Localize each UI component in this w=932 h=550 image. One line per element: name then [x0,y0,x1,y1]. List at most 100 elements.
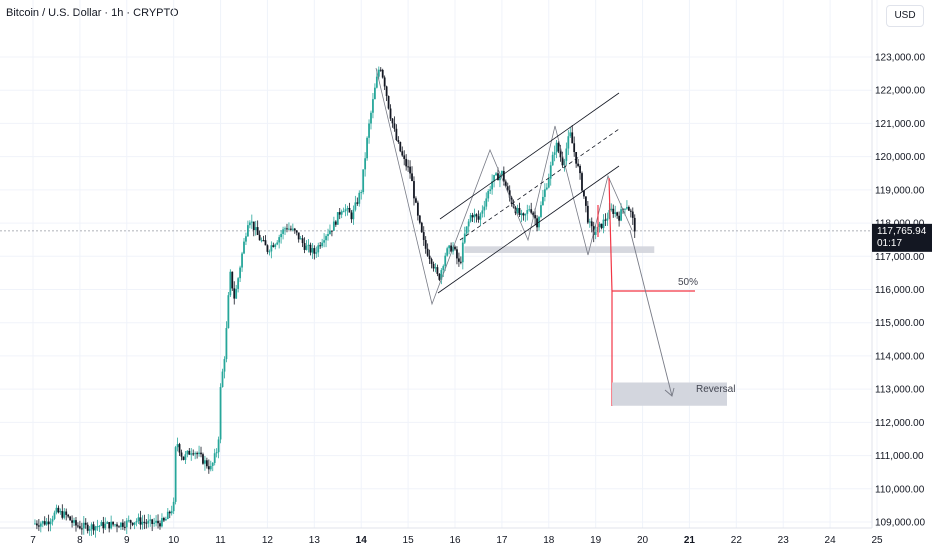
candle-body [407,166,410,168]
candle-body [411,173,413,182]
candle-body [416,202,419,216]
candle-body [627,207,630,211]
candle-body [375,76,378,88]
candle-body [370,112,372,124]
candle-body [321,242,324,247]
candle-body [497,173,499,181]
candle-body [231,271,234,289]
candle-body [241,253,243,268]
candle-body [604,219,607,221]
candle-body [354,202,357,210]
candle-body [297,232,300,240]
symbol-title[interactable]: Bitcoin / U.S. Dollar · 1h · CRYPTO [6,7,179,19]
price-tick-label: 111,000.00 [875,451,924,462]
candle-body [143,521,146,523]
candle-body [430,259,433,264]
candle-body [227,295,230,328]
candle-body [346,207,349,210]
candle-body [114,524,116,526]
candle-body [200,452,202,455]
candle-body [286,228,288,230]
time-tick-label: 14 [356,535,368,546]
candle-body [590,221,593,227]
candle-body [500,171,503,175]
candle-body [327,234,329,237]
candle-body [315,252,318,254]
candle-body [106,522,109,524]
candle-body [88,528,91,531]
candle-body [489,189,492,192]
candle-body [338,212,341,215]
candle-body [495,173,497,176]
candle-body [397,140,400,143]
candle-body [373,87,376,100]
candle-body [459,261,462,263]
candle-body [104,523,107,529]
candle-body [467,221,470,227]
candle-body [389,108,392,119]
candle-body [368,123,370,138]
candle-body [215,452,218,454]
currency-button[interactable]: USD [886,5,924,27]
candle-body [631,211,634,218]
candle-body [270,245,273,252]
candle-body [360,192,363,194]
candle-body [274,244,277,247]
candle-body [268,251,271,253]
candle-body [440,270,443,280]
candle-body [348,207,351,213]
candle-body [102,522,105,529]
price-tick-label: 112,000.00 [875,418,925,429]
candle-body [356,202,359,204]
candle-body [96,526,99,528]
candle-body [121,522,124,527]
candle-body [260,240,263,242]
time-tick-label: 21 [684,535,696,546]
candle-body [506,186,509,191]
candle-body [248,222,251,226]
candle-body [243,241,245,254]
candle-body [57,507,60,513]
candle-body [319,245,322,247]
candle-body [331,230,333,232]
candle-body [151,519,154,524]
bar-countdown: 01:17 [877,238,902,249]
time-tick-label: 8 [77,535,83,546]
candle-body [299,238,302,240]
candle-body [139,517,142,525]
candle-body [465,226,468,234]
candle-body [483,206,486,211]
candle-body [530,209,533,213]
candle-body [395,128,398,141]
candle-body [34,523,36,525]
candle-body [479,213,482,220]
candle-body [61,511,64,518]
candle-body [598,223,601,227]
candle-body [176,444,179,448]
candle-body [123,526,126,528]
candle-body [247,225,249,237]
time-tick-label: 22 [731,535,743,546]
price-axis: 109,000.00 110,000.00 111,000.00 112,000.00… [871,0,925,529]
candle-body [422,232,425,241]
time-tick-label: 17 [496,535,508,546]
candle-body [612,208,615,214]
candle-body [352,209,355,220]
candle-body [381,69,384,78]
candle-body [415,198,417,203]
candle-body [575,152,578,164]
candle-body [170,511,173,514]
candle-body [92,524,95,531]
candle-body [73,520,75,523]
candle-body [454,246,456,250]
candle-body [90,524,93,529]
candle-body [463,233,466,243]
candle-body [207,466,210,470]
candle-body [610,208,613,211]
candle-body [239,267,241,279]
candle-body [526,210,529,214]
candle-body [448,245,451,249]
